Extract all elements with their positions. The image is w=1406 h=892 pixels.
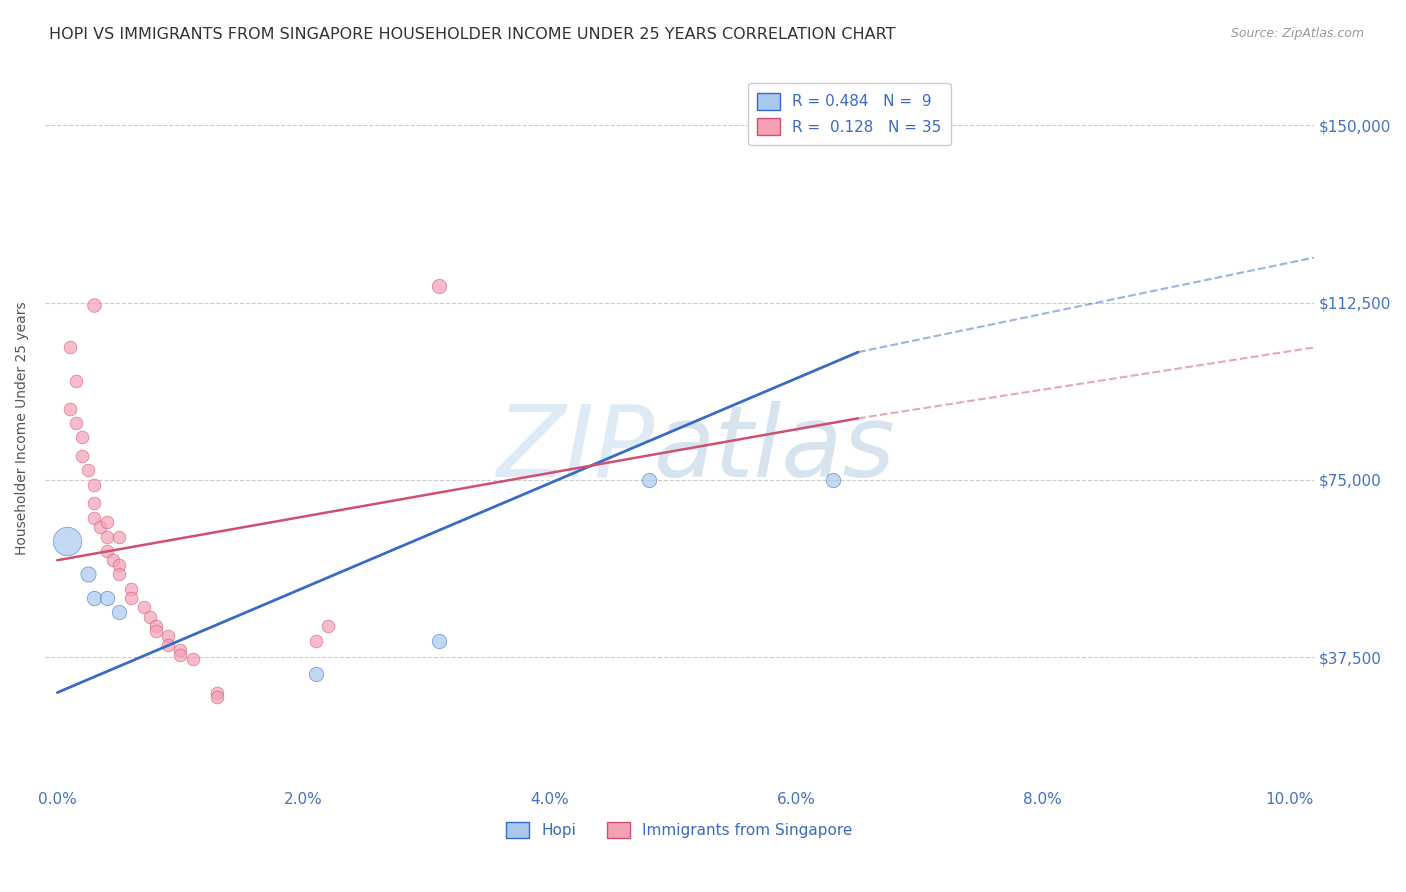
Point xyxy=(427,279,450,293)
Point xyxy=(77,463,100,477)
Point xyxy=(83,298,105,312)
Point xyxy=(59,341,82,355)
Point xyxy=(70,430,93,444)
Point xyxy=(120,582,142,596)
Point xyxy=(108,567,131,582)
Point xyxy=(132,600,155,615)
Point xyxy=(108,558,131,572)
Point xyxy=(427,633,450,648)
Point xyxy=(65,416,87,430)
Point xyxy=(56,534,79,549)
Point xyxy=(83,496,105,510)
Point xyxy=(305,633,328,648)
Point xyxy=(169,648,191,662)
Point xyxy=(83,510,105,524)
Legend: Hopi, Immigrants from Singapore: Hopi, Immigrants from Singapore xyxy=(501,816,859,844)
Point xyxy=(157,638,180,652)
Point xyxy=(207,685,229,699)
Point xyxy=(169,643,191,657)
Point xyxy=(823,473,845,487)
Point xyxy=(89,520,111,534)
Y-axis label: Householder Income Under 25 years: Householder Income Under 25 years xyxy=(15,301,30,555)
Text: Source: ZipAtlas.com: Source: ZipAtlas.com xyxy=(1230,27,1364,40)
Point xyxy=(96,543,118,558)
Point xyxy=(108,530,131,544)
Point xyxy=(138,610,160,624)
Point xyxy=(96,516,118,530)
Point xyxy=(101,553,124,567)
Point xyxy=(59,401,82,416)
Point xyxy=(120,591,142,605)
Point xyxy=(96,530,118,544)
Point xyxy=(145,619,167,633)
Point xyxy=(70,449,93,463)
Point xyxy=(108,605,131,619)
Point xyxy=(207,690,229,705)
Point xyxy=(637,473,659,487)
Point xyxy=(83,591,105,605)
Text: atlas: atlas xyxy=(654,401,896,498)
Point xyxy=(77,567,100,582)
Text: ZIP: ZIP xyxy=(496,401,654,498)
Point xyxy=(83,477,105,491)
Point xyxy=(96,591,118,605)
Point xyxy=(305,666,328,681)
Point xyxy=(65,374,87,388)
Point xyxy=(316,619,339,633)
Text: HOPI VS IMMIGRANTS FROM SINGAPORE HOUSEHOLDER INCOME UNDER 25 YEARS CORRELATION : HOPI VS IMMIGRANTS FROM SINGAPORE HOUSEH… xyxy=(49,27,896,42)
Point xyxy=(145,624,167,639)
Point xyxy=(181,652,204,666)
Point xyxy=(157,629,180,643)
